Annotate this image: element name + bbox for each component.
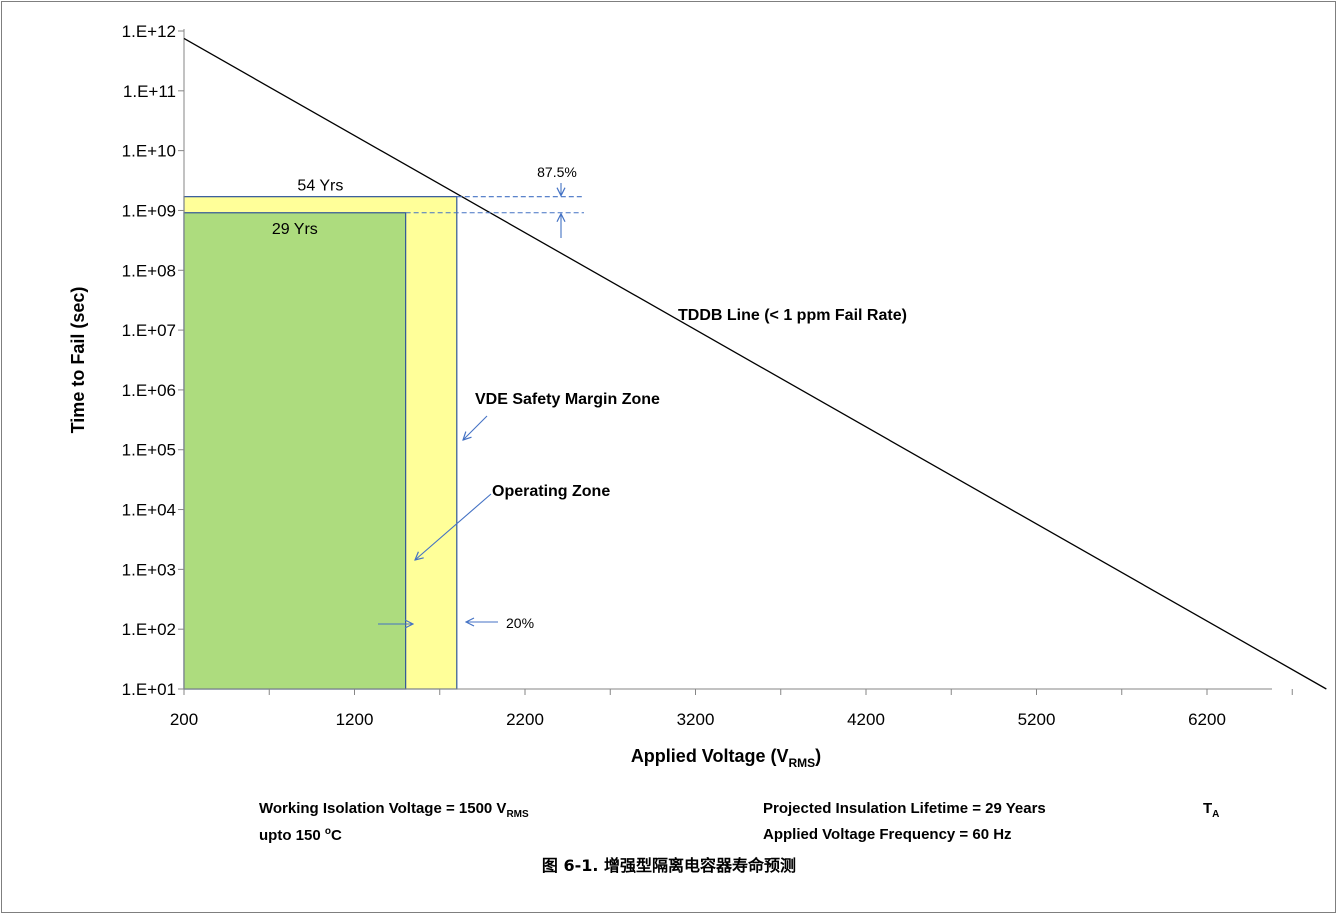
lifetime-54-label: 54 Yrs xyxy=(297,178,343,195)
x-tick-label: 2200 xyxy=(506,710,544,729)
x-tick-label: 3200 xyxy=(677,710,715,729)
temperature-text: upto 150 oC xyxy=(259,826,342,844)
y-tick-label: 1.E+05 xyxy=(122,441,176,460)
y-tick-label: 1.E+01 xyxy=(122,680,176,699)
x-axis-title: Applied Voltage (VRMS) xyxy=(631,746,821,770)
vde-zone-label: VDE Safety Margin Zone xyxy=(475,391,660,408)
ta-text: TA xyxy=(1203,800,1220,820)
frequency-text: Applied Voltage Frequency = 60 Hz xyxy=(763,826,1012,843)
y-axis-title: Time to Fail (sec) xyxy=(68,287,88,434)
y-tick-label: 1.E+07 xyxy=(122,321,176,340)
working-voltage-text: Working Isolation Voltage = 1500 VRMS xyxy=(259,800,529,820)
y-tick-label: 1.E+12 xyxy=(122,22,176,41)
arrow-to-operating-icon xyxy=(415,493,492,560)
y-tick-label: 1.E+09 xyxy=(122,201,176,220)
operating-zone xyxy=(183,212,407,690)
y-tick-label: 1.E+03 xyxy=(122,560,176,579)
tddb-line-label: TDDB Line (< 1 ppm Fail Rate) xyxy=(678,307,907,324)
y-tick-label: 1.E+08 xyxy=(122,261,176,280)
tddb-line xyxy=(183,37,1327,690)
x-tick-label: 4200 xyxy=(847,710,885,729)
y-tick-label: 1.E+11 xyxy=(123,82,176,101)
x-tick-label: 200 xyxy=(170,710,198,729)
lifetime-29-label: 29 Yrs xyxy=(272,221,318,238)
y-tick-label: 1.E+10 xyxy=(122,142,176,161)
operating-zone-label: Operating Zone xyxy=(492,483,610,500)
y-tick-label: 1.E+06 xyxy=(122,381,176,400)
y-tick-label: 1.E+02 xyxy=(122,620,176,639)
x-tick-label: 5200 xyxy=(1018,710,1056,729)
x-tick-label: 1200 xyxy=(336,710,374,729)
arrow-to-vde-icon xyxy=(463,415,488,440)
y-tick-label: 1.E+04 xyxy=(122,501,176,520)
percent-87-label: 87.5% xyxy=(537,164,577,180)
percent-20-label: 20% xyxy=(506,615,534,631)
lifetime-text: Projected Insulation Lifetime = 29 Years xyxy=(763,800,1046,817)
x-tick-label: 6200 xyxy=(1188,710,1226,729)
figure-caption: 图 6-1. 增强型隔离电容器寿命预测 xyxy=(541,856,797,875)
